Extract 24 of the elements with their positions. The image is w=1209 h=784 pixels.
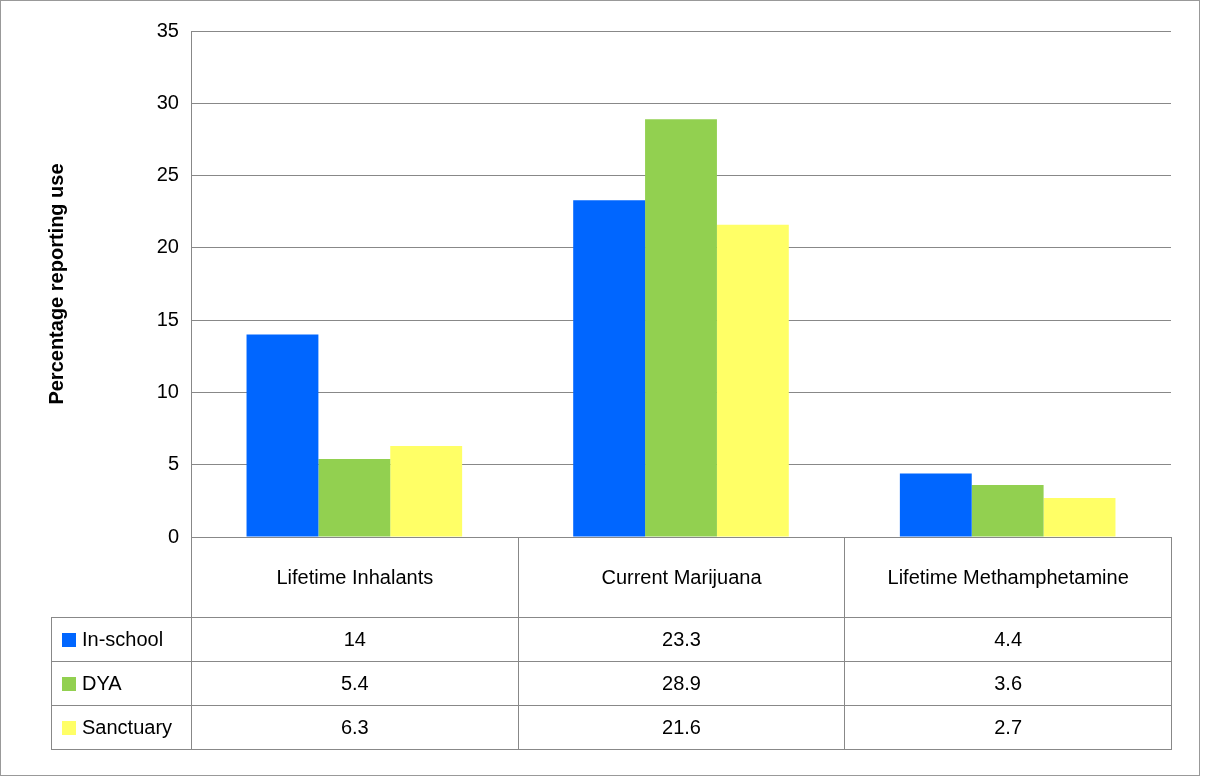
legend-label: Sanctuary bbox=[82, 716, 173, 739]
data-label: 4.4 bbox=[844, 617, 1172, 662]
y-tick-label: 30 bbox=[156, 90, 179, 113]
data-label: 21.6 bbox=[517, 705, 846, 750]
legend-label: DYA bbox=[82, 672, 122, 695]
data-label: 6.3 bbox=[191, 705, 519, 750]
y-tick-label: 10 bbox=[156, 379, 179, 402]
data-label: 28.9 bbox=[517, 661, 846, 706]
x-tick-label: Lifetime Methamphetamine bbox=[844, 537, 1172, 617]
x-tick-label: Lifetime Inhalants bbox=[191, 537, 519, 617]
data-label: 3.6 bbox=[844, 661, 1172, 706]
data-label: 14 bbox=[191, 617, 519, 662]
y-tick-label: 25 bbox=[156, 163, 179, 186]
y-tick-label: 20 bbox=[156, 235, 179, 258]
data-label: 23.3 bbox=[517, 617, 846, 662]
y-axis-title: Percentage reporting use bbox=[44, 163, 67, 405]
legend-label: In-school bbox=[82, 628, 164, 651]
y-tick-label: 15 bbox=[156, 307, 179, 330]
y-tick-label: 0 bbox=[167, 524, 179, 547]
y-tick-label: 35 bbox=[156, 18, 179, 41]
data-label: 5.4 bbox=[191, 661, 519, 706]
y-tick-label: 5 bbox=[167, 452, 179, 475]
data-label: 2.7 bbox=[844, 705, 1172, 750]
x-tick-label: Current Marijuana bbox=[517, 537, 846, 617]
